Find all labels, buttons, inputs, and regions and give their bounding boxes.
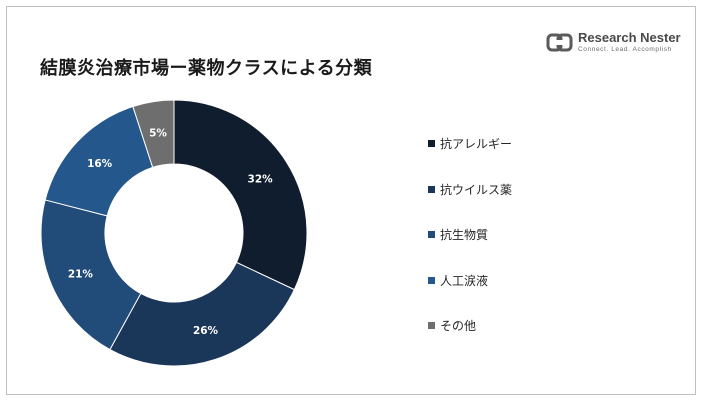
legend-swatch	[428, 322, 435, 329]
legend-item: その他	[428, 317, 476, 334]
legend-item: 抗ウイルス薬	[428, 181, 512, 198]
data-label: 5%	[149, 127, 167, 139]
logo-tagline: Connect. Lead. Accomplish	[578, 46, 672, 53]
data-label: 16%	[87, 158, 113, 170]
legend-label: 抗アレルギー	[440, 137, 513, 151]
data-label: 21%	[68, 269, 94, 281]
legend-item: 抗生物質	[428, 226, 488, 243]
legend-label: その他	[440, 319, 477, 333]
donut-slice	[132, 99, 175, 169]
donut-slice	[40, 199, 142, 351]
legend-item: 抗アレルギー	[428, 135, 512, 152]
legend-swatch	[428, 185, 435, 193]
legend-label: 人工涙液	[440, 273, 489, 288]
legend-item: 人工涙液	[428, 272, 488, 289]
legend-swatch	[428, 231, 435, 238]
legend-swatch	[428, 140, 435, 147]
legend-swatch	[428, 276, 435, 284]
donut-slice	[173, 99, 308, 291]
data-label: 32%	[248, 173, 274, 185]
logo-name: Research Nester	[578, 30, 681, 45]
legend-label: 抗ウイルス薬	[440, 182, 513, 197]
legend-label: 抗生物質	[440, 228, 489, 242]
donut-slice	[109, 261, 296, 367]
chart-title: 結膜炎治療市場ー薬物クラスによる分類	[40, 58, 373, 79]
logo-mark-icon	[546, 33, 573, 52]
data-label: 26%	[193, 325, 219, 337]
